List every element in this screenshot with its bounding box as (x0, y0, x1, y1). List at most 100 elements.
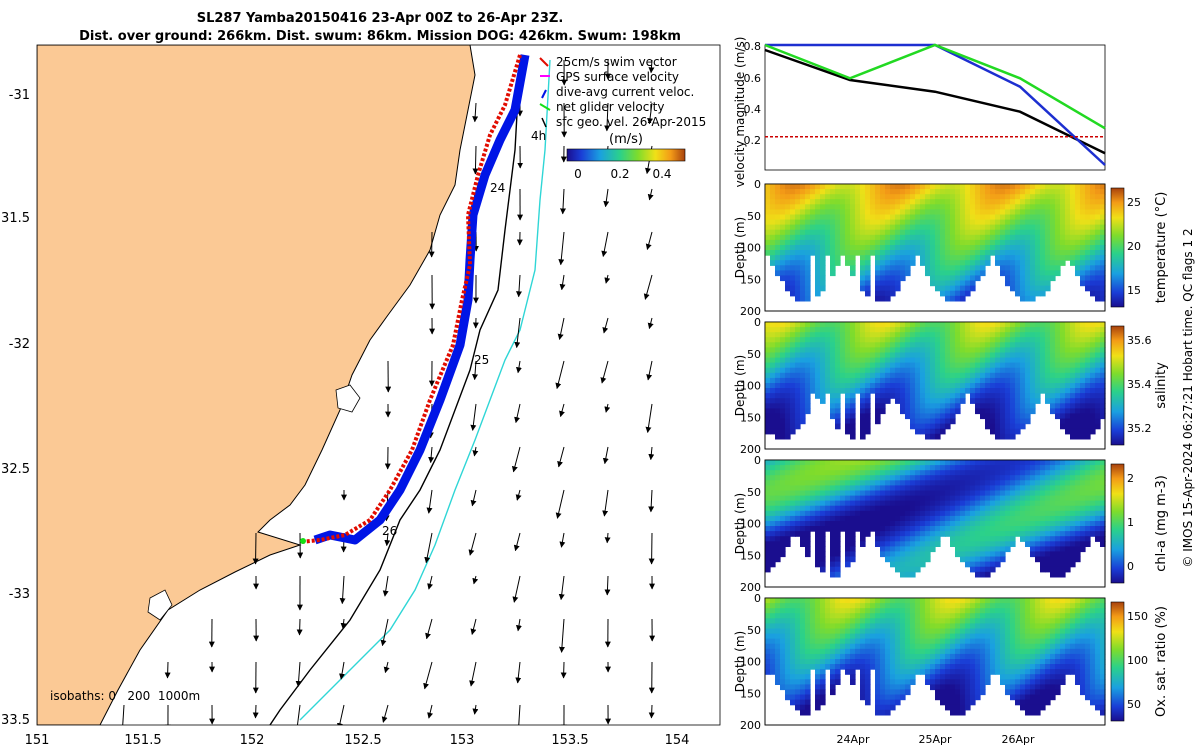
heatmap-cell (940, 618, 946, 624)
heatmap-cell (835, 633, 841, 640)
heatmap-cell (1000, 515, 1006, 522)
heatmap-cell (1075, 536, 1081, 542)
heatmap-cell (890, 270, 896, 277)
heatmap-cell (925, 679, 931, 685)
heatmap-cell (900, 470, 906, 476)
heatmap-cell (960, 275, 966, 282)
heatmap-cell (885, 470, 891, 476)
heatmap-cell (810, 219, 816, 226)
heatmap-cell (805, 536, 811, 542)
heatmap-cell (790, 633, 796, 640)
heatmap-cell (825, 332, 831, 338)
heatmap-cell (1015, 275, 1021, 282)
heatmap-cell (915, 465, 921, 471)
heatmap-cell (780, 531, 786, 537)
heatmap-cell (1055, 388, 1061, 394)
heatmap-cell (835, 377, 841, 384)
heatmap-cell (1005, 199, 1011, 205)
heatmap-cell (970, 603, 976, 609)
heatmap-cell (800, 679, 806, 685)
heatmap-cell (920, 633, 926, 640)
heatmap-cell (820, 475, 826, 481)
heatmap-cell (820, 546, 826, 553)
heatmap-cell (805, 352, 811, 359)
heatmap-cell (895, 260, 901, 266)
heatmap-cell (825, 618, 831, 624)
glider-track-swim (299, 54, 522, 544)
heatmap-cell (960, 664, 966, 670)
heatmap-cell (865, 245, 871, 251)
heatmap-cell (1080, 224, 1086, 231)
heatmap-cell (895, 332, 901, 338)
heatmap-cell (1070, 214, 1076, 221)
heatmap-cell (935, 694, 941, 701)
heatmap-cell (1005, 423, 1011, 430)
heatmap-cell (1085, 475, 1091, 481)
heatmap-cell (910, 260, 916, 266)
heatmap-cell (765, 398, 771, 404)
heatmap-cell (1050, 393, 1056, 399)
heatmap-cell (1030, 388, 1036, 394)
heatmap-cell (780, 433, 786, 440)
heatmap-cell (860, 659, 866, 665)
heatmap-cell (920, 653, 926, 660)
heatmap-cell (965, 388, 971, 394)
heatmap-cell (965, 460, 971, 466)
heatmap-cell (1095, 465, 1101, 471)
heatmap-cell (880, 199, 886, 205)
heatmap-cell (915, 199, 921, 205)
heatmap-cell (1020, 510, 1026, 517)
heatmap-cell (965, 505, 971, 512)
heatmap-cell (800, 674, 806, 680)
heatmap-cell (780, 352, 786, 359)
heatmap-cell (910, 603, 916, 609)
heatmap-cell (1055, 229, 1061, 236)
heatmap-cell (795, 470, 801, 476)
heatmap-cell (1005, 239, 1011, 246)
velocity-vector (380, 618, 389, 647)
heatmap-cell (910, 224, 916, 231)
heatmap-cell (945, 245, 951, 251)
heatmap-cell (940, 388, 946, 394)
heatmap-cell (865, 388, 871, 394)
heatmap-cell (1020, 189, 1026, 195)
heatmap-cell (915, 408, 921, 415)
heatmap-cell (1045, 229, 1051, 236)
heatmap-cell (890, 648, 896, 655)
heatmap-cell (915, 638, 921, 645)
heatmap-cell (1080, 510, 1086, 517)
heatmap-cell (805, 613, 811, 619)
heatmap-cell (1070, 505, 1076, 512)
heatmap-cell (1090, 372, 1096, 379)
heatmap-cell (880, 618, 886, 624)
heatmap-cell (880, 633, 886, 640)
heatmap-cell (1060, 460, 1066, 466)
heatmap-cell (1055, 250, 1061, 256)
heatmap-cell (800, 598, 806, 604)
heatmap-cell (960, 332, 966, 338)
heatmap-cell (940, 229, 946, 236)
heatmap-cell (1085, 184, 1091, 190)
heatmap-cell (820, 598, 826, 604)
heatmap-cell (1095, 536, 1101, 542)
heatmap-cell (1020, 418, 1026, 425)
heatmap-cell (985, 515, 991, 522)
heatmap-cell (815, 664, 821, 670)
heatmap-cell (1065, 475, 1071, 481)
heatmap-cell (1010, 250, 1016, 256)
heatmap-cell (935, 628, 941, 635)
heatmap-cell (1010, 428, 1016, 435)
heatmap-cell (900, 659, 906, 665)
heatmap-cell (905, 510, 911, 517)
heatmap-cell (1045, 546, 1051, 553)
heatmap-cell (770, 510, 776, 517)
heatmap-cell (885, 659, 891, 665)
y-tick-label: -33 (9, 587, 30, 602)
heatmap-cell (795, 603, 801, 609)
heatmap-cell (1085, 541, 1091, 547)
heatmap-cell (875, 383, 881, 389)
heatmap-cell (865, 633, 871, 640)
heatmap-cell (1070, 418, 1076, 425)
heatmap-cell (1005, 546, 1011, 553)
heatmap-cell (845, 495, 851, 502)
